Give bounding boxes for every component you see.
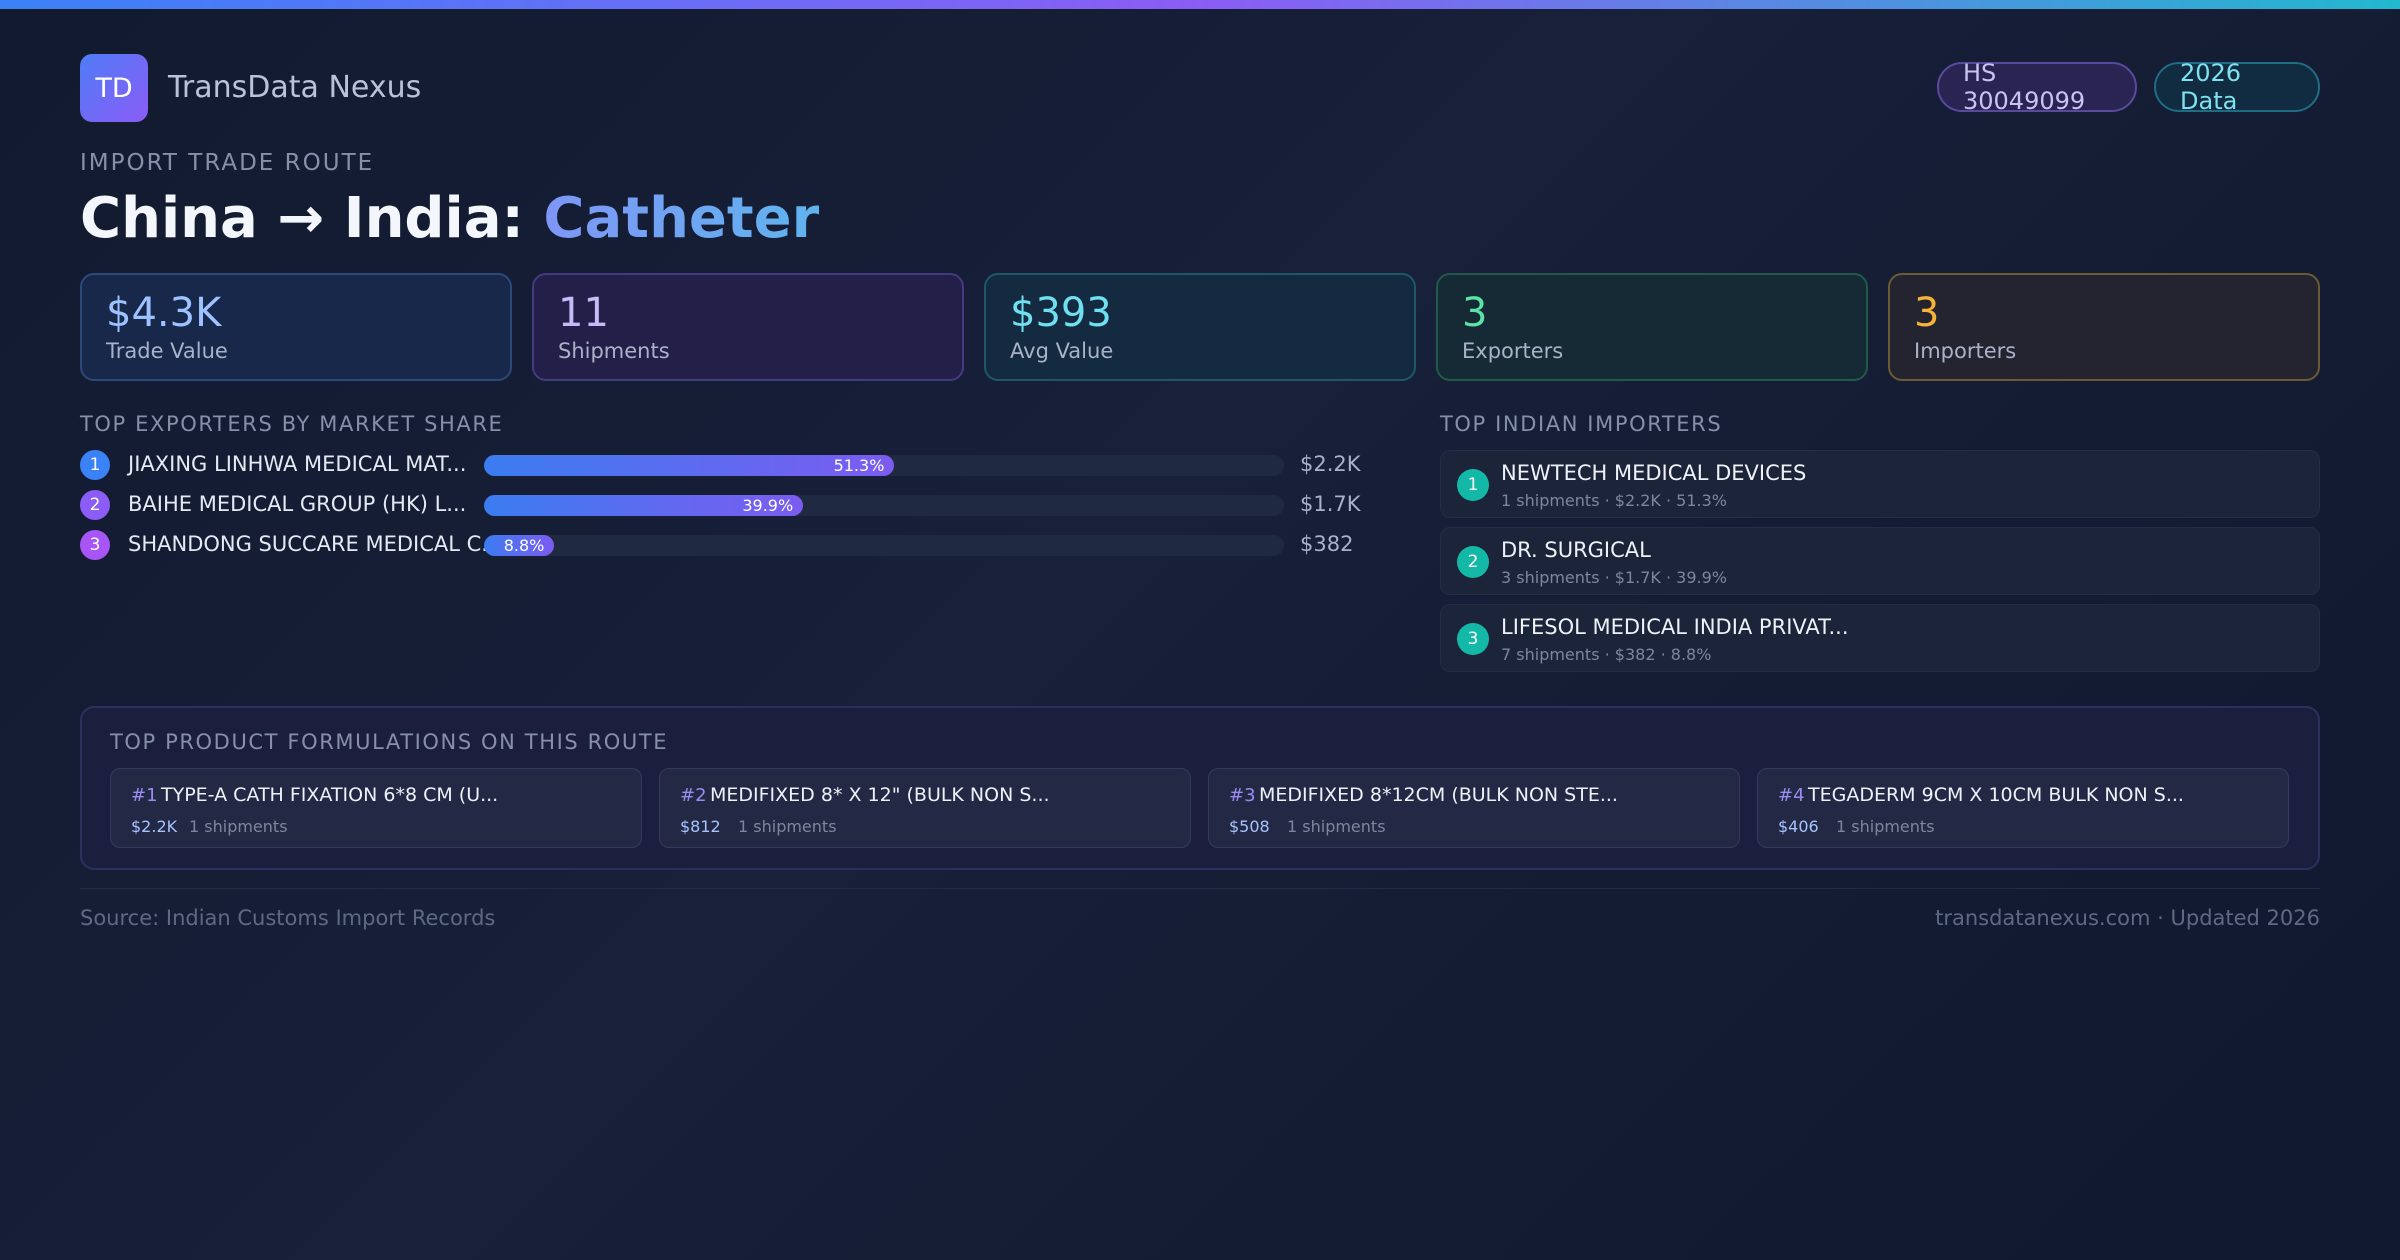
formulations-panel: TOP PRODUCT FORMULATIONS ON THIS ROUTE #… (80, 706, 2320, 870)
stat-value: $4.3K (106, 290, 222, 336)
header: TD TransData Nexus HS 30049099 2026 Data (80, 54, 2320, 122)
stat-value: 11 (558, 290, 609, 336)
formulation-name: MEDIFIXED 8* X 12" (BULK NON S... (710, 784, 1050, 806)
stat-card-avg-value: $393 Avg Value (984, 273, 1416, 381)
exporter-name: SHANDONG SUCCARE MEDICAL C... (128, 532, 502, 556)
importer-meta: 3 shipments · $1.7K · 39.9% (1501, 568, 1727, 587)
footer-site[interactable]: transdatanexus.com · Updated 2026 (1935, 906, 2320, 930)
rank-badge: 3 (80, 530, 110, 560)
formulation-shipments: 1 shipments (1836, 817, 1935, 836)
formulations-heading: TOP PRODUCT FORMULATIONS ON THIS ROUTE (110, 730, 669, 754)
importer-card[interactable]: 2 DR. SURGICAL 3 shipments · $1.7K · 39.… (1440, 527, 2320, 595)
formulation-card[interactable]: #4 TEGADERM 9CM X 10CM BULK NON S... $40… (1757, 768, 2289, 848)
formulation-rank: #1 (131, 785, 158, 806)
importer-card[interactable]: 1 NEWTECH MEDICAL DEVICES 1 shipments · … (1440, 450, 2320, 518)
importer-meta: 7 shipments · $382 · 8.8% (1501, 645, 1712, 664)
share-percent: 51.3% (833, 456, 885, 475)
formulation-name: TEGADERM 9CM X 10CM BULK NON S... (1808, 784, 2184, 806)
importer-name: DR. SURGICAL (1501, 538, 1651, 562)
formulation-value: $2.2K (131, 817, 178, 836)
exporter-row[interactable]: 1 JIAXING LINHWA MEDICAL MAT... 51.3% $2… (80, 450, 1410, 480)
footer-divider (80, 888, 2320, 889)
exporter-row[interactable]: 2 BAIHE MEDICAL GROUP (HK) L... 39.9% $1… (80, 490, 1410, 520)
exporter-row[interactable]: 3 SHANDONG SUCCARE MEDICAL C... 8.8% $38… (80, 530, 1410, 560)
formulation-card[interactable]: #3 MEDIFIXED 8*12CM (BULK NON STE... $50… (1208, 768, 1740, 848)
exporter-value: $1.7K (1300, 492, 1361, 516)
stat-card-exporters: 3 Exporters (1436, 273, 1868, 381)
top-accent-bar (0, 0, 2400, 9)
hs-code-badge: HS 30049099 (1937, 59, 2137, 115)
formulation-rank: #2 (680, 785, 707, 806)
stat-label: Avg Value (1010, 339, 1114, 363)
footer-source: Source: Indian Customs Import Records (80, 906, 496, 930)
rank-badge: 3 (1457, 623, 1489, 655)
importer-name: NEWTECH MEDICAL DEVICES (1501, 461, 1807, 485)
share-bar-fill: 8.8% (484, 535, 555, 556)
title-route: China → India: (80, 186, 544, 251)
share-percent: 8.8% (503, 536, 545, 555)
exporters-heading: TOP EXPORTERS BY MARKET SHARE (80, 412, 504, 436)
share-percent: 39.9% (742, 496, 794, 515)
importers-heading: TOP INDIAN IMPORTERS (1440, 412, 1723, 436)
brand-logo[interactable]: TD (80, 54, 148, 122)
stat-card-importers: 3 Importers (1888, 273, 2320, 381)
stat-value: 3 (1914, 290, 1940, 336)
formulation-name: TYPE-A CATH FIXATION 6*8 CM (U... (161, 784, 499, 806)
share-bar-track: 51.3% (484, 455, 1284, 476)
stat-value: $393 (1010, 290, 1112, 336)
exporter-name: BAIHE MEDICAL GROUP (HK) L... (128, 492, 467, 516)
stats-row: $4.3K Trade Value 11 Shipments $393 Avg … (80, 273, 2320, 381)
importer-card[interactable]: 3 LIFESOL MEDICAL INDIA PRIVAT... 7 ship… (1440, 604, 2320, 672)
brand-name[interactable]: TransData Nexus (168, 70, 422, 105)
stat-label: Exporters (1462, 339, 1564, 363)
importer-name: LIFESOL MEDICAL INDIA PRIVAT... (1501, 615, 1849, 639)
formulation-value: $812 (680, 817, 721, 836)
stat-value: 3 (1462, 290, 1488, 336)
share-bar-fill: 39.9% (484, 495, 804, 516)
data-year-badge: 2026 Data (2154, 59, 2320, 115)
stat-card-trade-value: $4.3K Trade Value (80, 273, 512, 381)
formulation-value: $406 (1778, 817, 1819, 836)
share-bar-track: 39.9% (484, 495, 1284, 516)
formulation-rank: #3 (1229, 785, 1256, 806)
stat-card-shipments: 11 Shipments (532, 273, 964, 381)
exporter-value: $382 (1300, 532, 1354, 556)
formulation-value: $508 (1229, 817, 1270, 836)
formulation-card[interactable]: #1 TYPE-A CATH FIXATION 6*8 CM (U... $2.… (110, 768, 642, 848)
share-bar-track: 8.8% (484, 535, 1284, 556)
exporter-name: JIAXING LINHWA MEDICAL MAT... (128, 452, 467, 476)
title-product: Catheter (543, 186, 820, 251)
exporter-value: $2.2K (1300, 452, 1361, 476)
share-bar-fill: 51.3% (484, 455, 895, 476)
formulation-rank: #4 (1778, 785, 1805, 806)
formulation-shipments: 1 shipments (1287, 817, 1386, 836)
page-title: China → India: Catheter (80, 186, 819, 251)
stat-label: Shipments (558, 339, 670, 363)
formulation-card[interactable]: #2 MEDIFIXED 8* X 12" (BULK NON S... $81… (659, 768, 1191, 848)
formulation-shipments: 1 shipments (738, 817, 837, 836)
importer-meta: 1 shipments · $2.2K · 51.3% (1501, 491, 1727, 510)
formulation-shipments: 1 shipments (189, 817, 288, 836)
route-eyebrow: IMPORT TRADE ROUTE (80, 150, 375, 176)
stat-label: Trade Value (106, 339, 228, 363)
rank-badge: 1 (80, 450, 110, 480)
formulation-name: MEDIFIXED 8*12CM (BULK NON STE... (1259, 784, 1618, 806)
rank-badge: 2 (80, 490, 110, 520)
rank-badge: 2 (1457, 546, 1489, 578)
stat-label: Importers (1914, 339, 2017, 363)
rank-badge: 1 (1457, 469, 1489, 501)
